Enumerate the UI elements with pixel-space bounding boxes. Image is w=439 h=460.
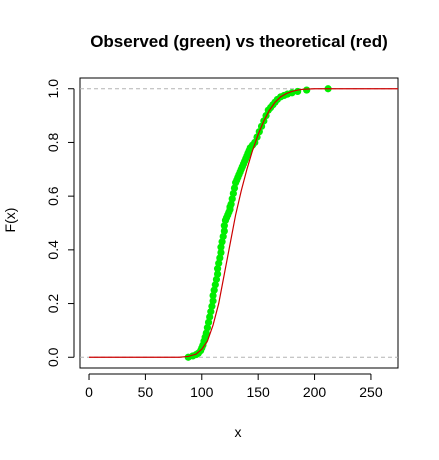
x-axis: 0 50 100 150 200 250 — [85, 373, 383, 400]
observed-point — [209, 297, 217, 305]
observed-point — [209, 291, 217, 300]
observed-point — [219, 232, 227, 241]
observed-point — [227, 200, 235, 208]
observed-point — [230, 184, 239, 192]
y-tick-label: 0.6 — [45, 186, 61, 206]
x-tick-label: 50 — [138, 384, 154, 400]
observed-point — [220, 222, 228, 230]
y-tick-label: 0.4 — [45, 240, 61, 260]
observed-point — [229, 189, 237, 198]
x-tick-label: 150 — [246, 384, 270, 400]
observed-point — [210, 286, 218, 294]
observed-point — [212, 275, 221, 283]
y-tick-label: 0.0 — [45, 347, 61, 367]
observed-point — [228, 195, 236, 203]
y-axis: 0.0 0.2 0.4 0.6 0.8 1.0 — [45, 79, 75, 367]
observed-point — [203, 324, 212, 332]
plot-frame — [79, 77, 399, 369]
x-tick-label: 250 — [359, 384, 383, 400]
x-tick-label: 0 — [85, 384, 93, 400]
observed-point — [204, 318, 213, 326]
x-tick-label: 200 — [303, 384, 327, 400]
observed-point — [216, 254, 224, 262]
observed-point — [202, 329, 210, 337]
x-axis-label: x — [235, 424, 242, 440]
observed-point — [211, 281, 219, 289]
observed-point — [218, 238, 226, 246]
y-tick-label: 0.2 — [45, 294, 61, 314]
observed-point — [217, 243, 225, 251]
observed-point — [220, 227, 228, 235]
observed-point — [208, 302, 216, 310]
observed-point — [213, 270, 222, 278]
theoretical-cdf-line — [89, 88, 398, 358]
observed-point — [217, 248, 225, 257]
observed-point — [206, 313, 214, 321]
theoretical-line — [89, 88, 398, 358]
y-tick-label: 0.8 — [45, 133, 61, 153]
observed-point — [207, 308, 215, 316]
observed-point — [294, 87, 302, 96]
reference-lines — [80, 88, 398, 358]
observed-point — [215, 259, 223, 267]
x-tick-label: 100 — [190, 384, 214, 400]
observed-point — [213, 265, 222, 273]
y-axis-label: F(x) — [2, 208, 18, 233]
observed-points — [184, 85, 332, 361]
y-tick-label: 1.0 — [45, 79, 61, 99]
observed-point — [303, 86, 311, 94]
chart-title: Observed (green) vs theoretical (red) — [90, 32, 388, 51]
